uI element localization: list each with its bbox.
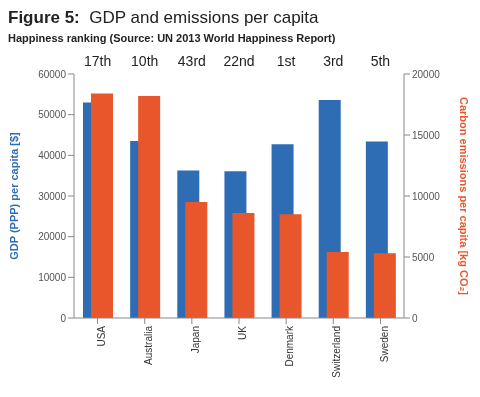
svg-text:20000: 20000 bbox=[412, 69, 440, 80]
svg-text:10th: 10th bbox=[131, 53, 158, 69]
svg-text:GDP (PPP) per capita [$]: GDP (PPP) per capita [$] bbox=[8, 132, 20, 260]
svg-text:Sweden: Sweden bbox=[379, 326, 390, 362]
svg-text:USA: USA bbox=[96, 326, 107, 347]
svg-text:3rd: 3rd bbox=[323, 53, 343, 69]
svg-text:Switzerland: Switzerland bbox=[331, 326, 342, 378]
svg-text:Japan: Japan bbox=[190, 326, 201, 353]
svg-text:UK: UK bbox=[237, 326, 248, 340]
svg-text:10000: 10000 bbox=[412, 191, 440, 202]
svg-text:10000: 10000 bbox=[38, 272, 66, 283]
svg-text:30000: 30000 bbox=[38, 191, 66, 202]
svg-text:Carbon emissions per capita [k: Carbon emissions per capita [kg CO₂] bbox=[458, 97, 470, 295]
html-text:Figure 5: GDP and emissions pe: Figure 5: GDP and emissions per capita bbox=[8, 8, 319, 27]
html-text:Happiness ranking (Source: UN: Happiness ranking (Source: UN 2013 World… bbox=[8, 32, 336, 44]
svg-text:50000: 50000 bbox=[38, 109, 66, 120]
svg-text:Australia: Australia bbox=[143, 326, 154, 365]
svg-text:Denmark: Denmark bbox=[284, 325, 295, 367]
svg-text:5000: 5000 bbox=[412, 252, 435, 263]
svg-text:1st: 1st bbox=[277, 53, 296, 69]
svg-text:17th: 17th bbox=[84, 53, 111, 69]
svg-text:60000: 60000 bbox=[38, 69, 66, 80]
svg-text:15000: 15000 bbox=[412, 130, 440, 141]
svg-text:43rd: 43rd bbox=[178, 53, 206, 69]
svg-text:5th: 5th bbox=[371, 53, 390, 69]
svg-text:20000: 20000 bbox=[38, 231, 66, 242]
svg-text:22nd: 22nd bbox=[223, 53, 254, 69]
svg-text:0: 0 bbox=[60, 313, 66, 324]
svg-text:40000: 40000 bbox=[38, 150, 66, 161]
svg-text:0: 0 bbox=[412, 313, 418, 324]
